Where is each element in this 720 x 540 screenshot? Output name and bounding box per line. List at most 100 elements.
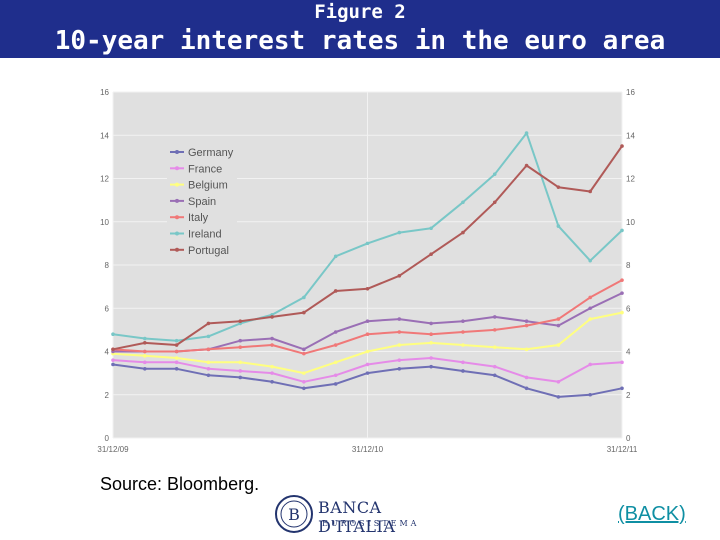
data-point-belgium <box>206 360 211 365</box>
y-tick-label-right: 2 <box>626 391 631 400</box>
data-point-germany <box>461 369 465 373</box>
data-point-italy <box>302 351 306 356</box>
data-point-belgium <box>365 349 370 354</box>
data-point-italy <box>524 323 529 328</box>
data-point-belgium <box>524 347 529 352</box>
data-point-ireland <box>620 228 624 233</box>
x-tick-label: 31/12/11 <box>607 445 638 454</box>
data-point-belgium <box>143 354 147 358</box>
data-point-italy <box>143 349 147 354</box>
data-point-ireland <box>397 230 402 235</box>
data-point-spain <box>429 321 433 326</box>
data-point-germany <box>111 362 115 367</box>
logo-name: BANCA D'ITALIA <box>318 498 396 536</box>
data-point-spain <box>588 306 592 311</box>
data-point-france <box>620 360 624 365</box>
data-point-italy <box>461 330 465 334</box>
legend-label-italy: Italy <box>188 212 209 224</box>
data-point-spain <box>620 291 624 295</box>
figure-label: Figure 2 <box>314 1 406 23</box>
data-point-germany <box>174 367 179 371</box>
data-point-spain <box>238 338 243 343</box>
data-point-portugal <box>143 341 147 345</box>
data-point-ireland <box>588 258 592 263</box>
data-point-belgium <box>492 345 497 349</box>
chart-title: 10-year interest rates in the euro area <box>54 26 666 56</box>
data-point-france <box>588 362 592 367</box>
data-point-portugal <box>174 343 179 347</box>
legend-marker-spain <box>175 198 179 203</box>
data-point-portugal <box>556 185 561 189</box>
data-point-belgium <box>397 343 402 347</box>
data-point-germany <box>333 382 338 386</box>
svg-text:B: B <box>288 505 300 524</box>
data-point-italy <box>238 345 243 349</box>
legend-label-portugal: Portugal <box>188 245 229 257</box>
y-tick-label-left: 14 <box>100 131 109 140</box>
data-point-belgium <box>620 310 624 315</box>
legend-label-germany: Germany <box>188 147 234 159</box>
data-point-ireland <box>365 241 370 246</box>
data-point-france <box>174 360 179 365</box>
emblem-icon: B <box>275 495 313 533</box>
data-point-ireland <box>143 336 147 341</box>
data-point-spain <box>333 330 338 334</box>
data-point-italy <box>492 328 497 332</box>
data-point-portugal <box>302 310 306 315</box>
data-point-portugal <box>429 252 433 256</box>
y-tick-label-left: 12 <box>100 175 109 184</box>
data-point-portugal <box>397 274 402 278</box>
data-point-italy <box>588 295 592 300</box>
data-point-france <box>206 367 211 371</box>
data-point-belgium <box>302 371 306 375</box>
data-point-germany <box>620 386 624 391</box>
data-point-ireland <box>302 295 306 300</box>
data-point-germany <box>588 392 592 397</box>
data-point-ireland <box>429 226 433 231</box>
data-point-portugal <box>238 319 243 324</box>
data-point-italy <box>270 343 274 347</box>
data-point-italy <box>333 343 338 347</box>
y-tick-label-right: 8 <box>626 261 631 270</box>
data-point-spain <box>365 319 370 324</box>
logo-subtitle: EUROSISTEMA <box>322 519 420 528</box>
data-point-belgium <box>270 364 274 369</box>
y-tick-label-left: 8 <box>105 261 110 270</box>
data-point-france <box>302 379 306 384</box>
y-tick-label-right: 6 <box>626 304 631 313</box>
data-point-italy <box>429 332 433 336</box>
data-point-spain <box>397 317 402 321</box>
data-point-ireland <box>333 254 338 259</box>
data-point-germany <box>524 386 529 391</box>
legend-label-belgium: Belgium <box>188 180 228 192</box>
y-tick-label-left: 10 <box>100 218 109 227</box>
legend-marker-france <box>175 166 179 171</box>
back-link[interactable]: (BACK) <box>618 503 686 525</box>
data-point-portugal <box>206 321 211 326</box>
data-point-germany <box>556 395 561 399</box>
data-point-germany <box>492 373 497 378</box>
y-tick-label-right: 14 <box>626 131 635 140</box>
legend-label-ireland: Ireland <box>188 229 222 241</box>
data-point-belgium <box>174 356 179 360</box>
data-point-ireland <box>524 131 529 135</box>
y-tick-label-left: 2 <box>105 391 110 400</box>
data-point-portugal <box>461 230 465 235</box>
legend-marker-ireland <box>175 231 179 236</box>
bank-logo: B BANCA D'ITALIA EUROSISTEMA <box>272 492 447 537</box>
y-tick-label-right: 12 <box>626 175 635 184</box>
data-point-ireland <box>206 334 211 339</box>
data-point-italy <box>620 278 624 282</box>
data-point-spain <box>556 323 561 328</box>
data-point-germany <box>365 371 370 375</box>
data-point-spain <box>492 315 497 319</box>
data-point-belgium <box>429 341 433 345</box>
data-point-germany <box>429 364 433 369</box>
data-point-germany <box>143 367 147 371</box>
data-point-ireland <box>111 332 115 336</box>
data-point-belgium <box>556 343 561 347</box>
data-point-italy <box>174 349 179 354</box>
y-tick-label-left: 4 <box>105 348 110 357</box>
data-point-ireland <box>461 200 465 205</box>
data-point-italy <box>556 317 561 321</box>
